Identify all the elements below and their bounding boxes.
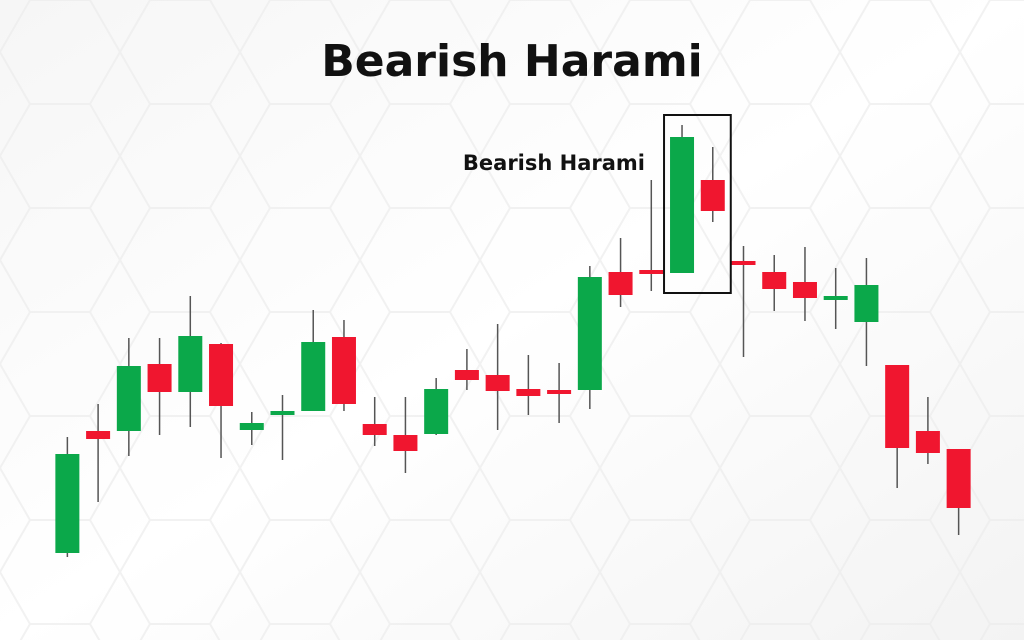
candle-body <box>301 342 326 411</box>
chart-title: Bearish Harami <box>321 36 703 87</box>
candle-body <box>454 370 479 380</box>
candle-body <box>362 424 387 435</box>
candle-body <box>608 272 633 295</box>
candle-body <box>639 270 664 274</box>
candle-body <box>946 449 971 508</box>
candle-body <box>792 282 817 298</box>
candle-body <box>178 336 203 392</box>
candle-body <box>147 364 172 392</box>
candle-body <box>885 365 910 448</box>
candle-body <box>239 423 264 430</box>
candle-body <box>823 296 848 300</box>
candle-body <box>331 337 356 404</box>
candle-body <box>393 435 418 451</box>
candle-body <box>854 285 879 322</box>
candle-body <box>485 375 510 391</box>
candle-body <box>116 366 141 431</box>
candle-body <box>55 454 80 553</box>
annotation-label: Bearish Harami <box>463 151 645 175</box>
candle-body <box>731 261 756 265</box>
candle-body <box>424 389 449 434</box>
candle-body <box>700 180 725 211</box>
candle-body <box>915 431 940 453</box>
candle-body <box>670 137 695 273</box>
candle-body <box>516 389 541 396</box>
candle-body <box>209 344 234 406</box>
candle-body <box>547 390 572 394</box>
candle-body <box>762 272 787 289</box>
highlight-box <box>663 114 732 294</box>
candle-body <box>270 411 295 415</box>
candle-body <box>86 431 111 439</box>
candle-body <box>577 277 602 390</box>
